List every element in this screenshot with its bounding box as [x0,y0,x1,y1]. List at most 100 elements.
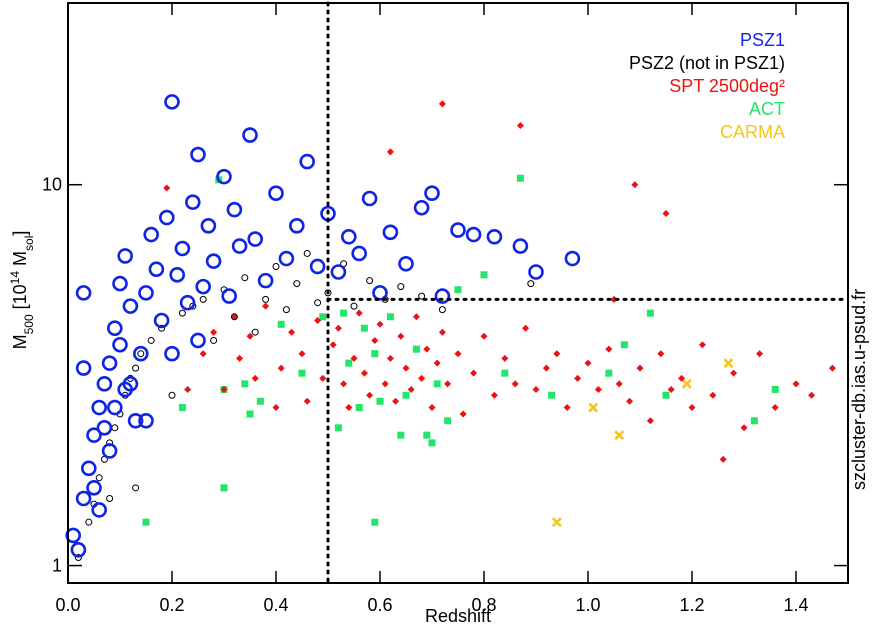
point [792,380,800,388]
legend-label: ACT [749,99,785,119]
point [551,517,562,528]
point [96,420,113,436]
point [111,424,119,432]
point [355,309,363,317]
point [516,122,524,130]
point [392,397,400,405]
point [371,518,379,526]
point [236,354,244,362]
point [444,417,452,425]
point [179,294,196,311]
x-tick-label: 1.2 [679,595,704,615]
point [137,350,145,358]
point [376,320,384,328]
point [75,490,92,507]
point [107,399,123,416]
point [205,253,222,269]
point [329,341,337,349]
point [626,397,634,405]
point [309,258,326,275]
point [101,355,118,371]
point [117,248,133,264]
point [164,345,180,362]
point [350,354,358,362]
point [277,320,285,328]
point [159,209,175,226]
point [646,309,654,317]
point [184,385,192,393]
point [178,309,186,317]
point [423,345,431,353]
point [262,302,270,310]
point [91,399,107,416]
point [241,274,249,282]
point [382,224,399,241]
point [314,317,322,325]
point [563,404,571,412]
y-label-part: M [10,334,30,349]
x-axis-label: Redshift [425,606,491,626]
point [262,295,270,303]
point [360,324,368,332]
point [132,484,140,492]
point [164,94,180,110]
point [532,385,540,393]
point [293,280,301,288]
point [402,364,410,372]
point [553,350,561,358]
point [330,264,347,280]
point [397,332,405,340]
point [620,341,628,349]
point [127,412,144,429]
point [366,391,374,399]
point [299,153,316,170]
point [657,350,665,358]
point [433,380,441,388]
point [288,218,305,234]
point [355,404,363,412]
point [771,404,779,412]
point [723,358,734,369]
point [288,328,296,336]
point [428,404,436,412]
point [454,350,462,358]
point [70,542,87,558]
point [142,518,150,526]
point [138,412,154,429]
point [303,249,311,257]
point [272,262,280,270]
point [200,218,217,234]
point [190,146,206,163]
point [542,364,550,372]
site-label: szcluster-db.ias.u-psud.fr [849,289,869,490]
axes: 0.0 0.2 0.4 0.6 0.8 1.0 1.2 1.4 1 10 PSZ1 PSZ2 (not… [42,1,850,615]
point [407,385,415,393]
point [605,345,613,353]
point [709,391,717,399]
point [360,369,368,377]
point [688,404,696,412]
point [117,381,133,398]
point [371,336,379,344]
point [418,292,426,300]
point [397,431,405,439]
point [340,380,348,388]
point [74,554,82,562]
point [143,226,159,243]
point [246,410,254,418]
point [230,313,238,321]
point [257,272,274,289]
point [434,288,451,304]
point [319,313,327,321]
point [256,397,264,405]
point [282,306,290,314]
point [402,391,410,399]
point [251,374,259,382]
x-tick-label: 1.4 [783,595,808,615]
plot-frame [67,2,849,584]
point [548,391,556,399]
point [522,324,530,332]
point [277,364,285,372]
point [138,285,154,301]
point [740,424,748,432]
